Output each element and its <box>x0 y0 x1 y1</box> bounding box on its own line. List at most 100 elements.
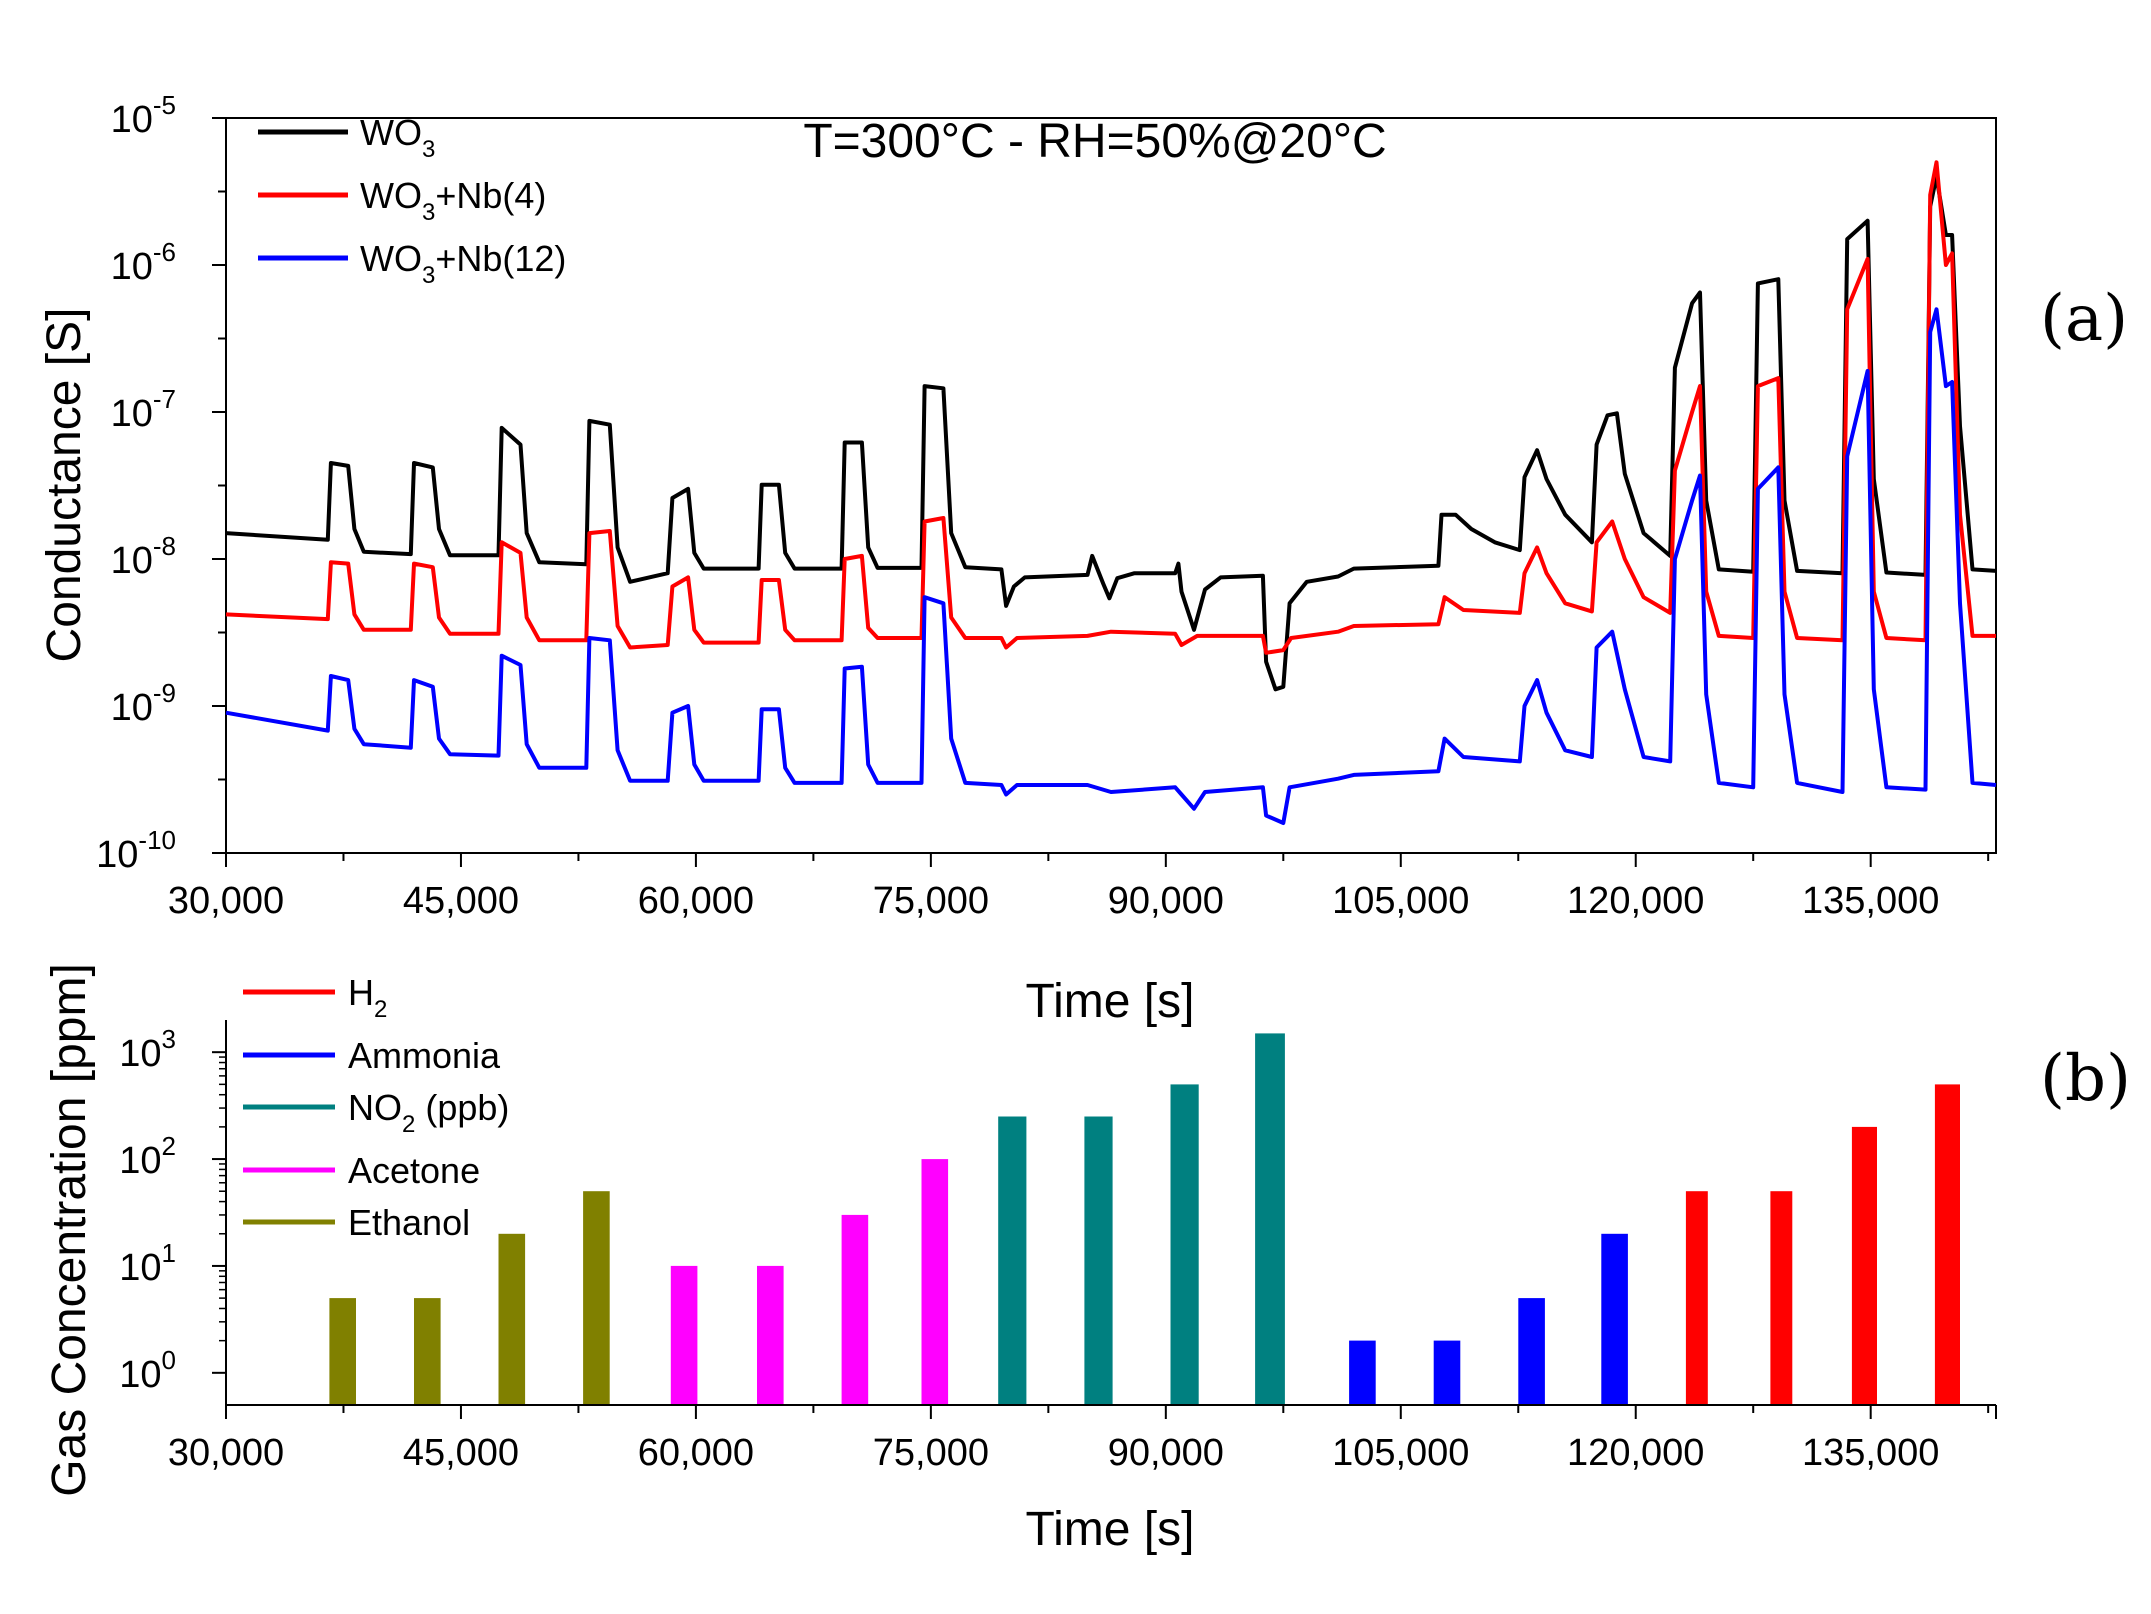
conductance-x-tick-label: 120,000 <box>1567 880 1704 922</box>
gas-legend-label-sub: 2 <box>374 996 387 1023</box>
gas-legend-label: Ammonia <box>348 1035 501 1076</box>
gas-x-tick-label: 45,000 <box>403 1432 519 1474</box>
gas-y-tick-label: 101 <box>119 1238 176 1289</box>
conductance-y-tick-label-exp: -9 <box>153 678 176 708</box>
gas-bar-4 <box>498 1233 526 1405</box>
gas-concentration-axes: 30,000 45,000 60,000 75,000 90,000 105,000 120… <box>119 1020 1997 1474</box>
gas-bar-0 <box>1934 1084 1960 1405</box>
conductance-chart: 30,000 45,000 60,000 75,000 90,000 105,000 120… <box>38 90 2128 1028</box>
gas-y-axis-title: Gas Concentration [ppm] <box>43 963 96 1497</box>
gas-legend-label-rest: (ppb) <box>415 1087 509 1128</box>
gas-concentration-chart: 30,000 45,000 60,000 75,000 90,000 105,000 120… <box>43 963 2131 1556</box>
conductance-y-tick-label-exp: -6 <box>153 237 176 267</box>
conductance-y-tick-label-exp: -5 <box>153 90 176 120</box>
conductance-legend-label-sub: 3 <box>422 262 435 289</box>
gas-bar-1 <box>1349 1340 1376 1405</box>
gas-concentration-bars <box>329 1033 1960 1405</box>
gas-bar-2 <box>1084 1116 1113 1405</box>
conductance-y-tick-label-base: 10 <box>96 834 138 876</box>
gas-y-tick-label-exp: 2 <box>162 1131 176 1161</box>
gas-x-axis-title: Time [s] <box>1026 1503 1195 1556</box>
gas-legend-label-sub: 2 <box>402 1111 415 1138</box>
gas-bar-1 <box>1518 1298 1545 1405</box>
conductance-legend-label-rest: +Nb(12) <box>435 238 566 279</box>
conductance-x-tick-label: 135,000 <box>1802 880 1939 922</box>
conductance-y-tick-label: 10-8 <box>111 531 176 582</box>
conductance-x-tick-label: 105,000 <box>1332 880 1469 922</box>
gas-bar-2 <box>1255 1033 1285 1405</box>
panel-tag-a: (a) <box>2040 282 2128 356</box>
gas-bar-0 <box>1770 1191 1793 1405</box>
conductance-series-line-0 <box>225 174 1997 692</box>
gas-legend-label: Ethanol <box>348 1202 470 1243</box>
gas-y-tick-label-exp: 1 <box>162 1238 176 1268</box>
conductance-y-tick-label-exp: -10 <box>138 825 176 855</box>
conductance-y-axis-title: Conductance [S] <box>38 308 91 663</box>
gas-x-tick-label: 60,000 <box>638 1432 754 1474</box>
gas-legend-label-main: H <box>348 972 374 1013</box>
gas-bar-4 <box>583 1191 610 1405</box>
gas-x-tick-label: 90,000 <box>1108 1432 1224 1474</box>
gas-bar-1 <box>1433 1340 1461 1405</box>
gas-legend-label: NO2 (ppb) <box>348 1087 509 1138</box>
gas-y-tick-label-base: 10 <box>119 1033 161 1075</box>
gas-x-tick-label: 135,000 <box>1802 1432 1939 1474</box>
conductance-y-tick-label: 10-5 <box>111 90 176 141</box>
conductance-y-tick-label-exp: -8 <box>153 531 176 561</box>
conductance-legend-label: WO3 <box>360 112 435 163</box>
gas-y-tick-label: 103 <box>119 1024 176 1075</box>
conductance-series-line-1 <box>225 160 1996 655</box>
gas-bar-1 <box>1601 1233 1628 1405</box>
conductance-y-tick-label: 10-6 <box>111 237 176 288</box>
conductance-x-tick-label: 90,000 <box>1108 880 1224 922</box>
gas-legend-label-main: Ammonia <box>348 1035 501 1076</box>
conductance-x-tick-label: 30,000 <box>168 880 284 922</box>
gas-y-tick-label: 102 <box>119 1131 176 1182</box>
gas-x-tick-label: 120,000 <box>1567 1432 1704 1474</box>
gas-legend-label-main: Acetone <box>348 1150 480 1191</box>
gas-x-tick-label: 30,000 <box>168 1432 284 1474</box>
conductance-series-group <box>225 160 1997 825</box>
conductance-chart-title: T=300°C - RH=50%@20°C <box>803 115 1386 168</box>
conductance-legend-label: WO3+Nb(4) <box>360 175 546 226</box>
gas-legend-label: H2 <box>348 972 387 1023</box>
panel-tag-b: (b) <box>2040 1042 2131 1116</box>
conductance-y-tick-label-base: 10 <box>111 99 153 141</box>
gas-bar-3 <box>841 1214 869 1405</box>
conductance-axes: 30,000 45,000 60,000 75,000 90,000 105,000 120… <box>96 90 1990 922</box>
conductance-x-tick-label: 45,000 <box>403 880 519 922</box>
conductance-legend-label-main: WO <box>360 175 422 216</box>
conductance-legend-label-main: WO <box>360 112 422 153</box>
conductance-y-tick-label-base: 10 <box>111 393 153 435</box>
conductance-legend-label-sub: 3 <box>422 136 435 163</box>
conductance-y-tick-label: 10-7 <box>111 384 176 435</box>
gas-bar-0 <box>1851 1126 1877 1405</box>
conductance-plot-frame <box>225 117 1997 854</box>
gas-bar-4 <box>329 1298 356 1405</box>
gas-y-tick-label: 100 <box>119 1345 176 1396</box>
gas-x-tick-label: 75,000 <box>873 1432 989 1474</box>
conductance-y-tick-label: 10-9 <box>111 678 176 729</box>
conductance-y-tick-label-exp: -7 <box>153 384 176 414</box>
conductance-x-axis-title: Time [s] <box>1026 975 1195 1028</box>
gas-x-tick-label: 105,000 <box>1332 1432 1469 1474</box>
gas-bar-0 <box>1685 1191 1708 1405</box>
gas-y-tick-label-base: 10 <box>119 1247 161 1289</box>
conductance-legend-label-sub: 3 <box>422 199 435 226</box>
conductance-legend-label-rest: +Nb(4) <box>435 175 546 216</box>
gas-legend-label-main: NO <box>348 1087 402 1128</box>
conductance-legend-label-main: WO <box>360 238 422 279</box>
gas-y-tick-label-exp: 3 <box>162 1024 176 1054</box>
conductance-x-tick-label: 75,000 <box>873 880 989 922</box>
conductance-series-line-2 <box>225 307 1997 825</box>
gas-bar-2 <box>998 1116 1027 1405</box>
gas-y-tick-label-exp: 0 <box>162 1345 176 1375</box>
gas-bar-3 <box>757 1265 784 1405</box>
conductance-legend-label: WO3+Nb(12) <box>360 238 566 289</box>
conductance-y-tick-label-base: 10 <box>111 540 153 582</box>
conductance-y-tick-label-base: 10 <box>111 246 153 288</box>
conductance-x-tick-label: 60,000 <box>638 880 754 922</box>
